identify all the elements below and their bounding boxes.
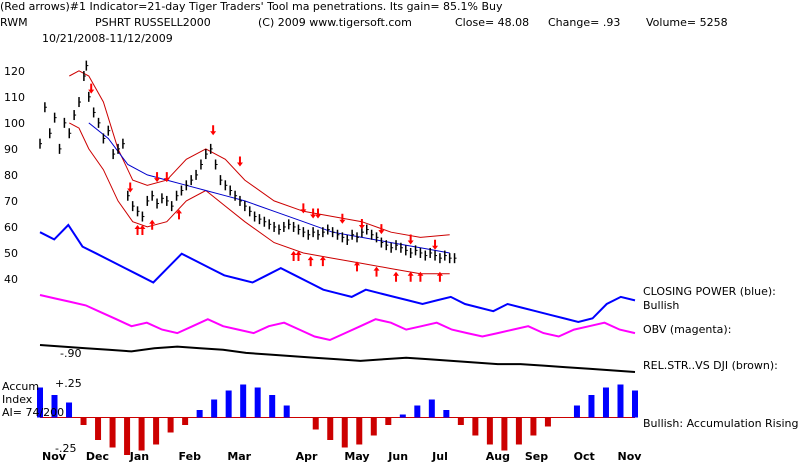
x-tick-label: May	[344, 450, 369, 463]
y-tick-label: 100	[4, 117, 25, 130]
x-tick-label: Nov	[42, 450, 67, 463]
relstr-label: REL.STR..VS DJI (brown):	[643, 359, 778, 372]
down-arrow-icon	[339, 213, 346, 224]
accum-bottom-label: -.25	[55, 442, 77, 455]
accum-top-label: +.25	[55, 377, 82, 390]
accum-title-2: Index	[2, 393, 33, 406]
lower-band-line	[69, 122, 450, 275]
x-tick-label: Aug	[486, 450, 510, 463]
close-value: Close= 48.08	[455, 16, 530, 29]
obv-line	[39, 294, 636, 342]
up-arrow-icon	[134, 224, 141, 235]
accum-status: Bullish: Accumulation Rising	[643, 417, 799, 430]
fund-name: PSHRT RUSSELL2000	[95, 16, 211, 29]
down-arrow-icon	[127, 182, 134, 193]
up-arrow-icon	[436, 271, 443, 282]
down-arrow-icon	[378, 224, 385, 235]
up-arrow-icon	[417, 271, 424, 282]
accum-ai: AI= 74/200	[2, 406, 65, 419]
up-arrow-icon	[175, 209, 182, 220]
x-tick-label: Oct	[574, 450, 595, 463]
x-tick-label: Jul	[431, 450, 448, 463]
x-tick-label: Dec	[86, 450, 109, 463]
y-tick-label: 70	[4, 195, 18, 208]
down-arrow-icon	[407, 234, 414, 245]
volume-value: Volume= 5258	[646, 16, 728, 29]
down-arrow-icon	[88, 83, 95, 94]
up-arrow-icon	[149, 219, 156, 230]
y-tick-label: 120	[4, 65, 25, 78]
up-arrow-icon	[139, 224, 146, 235]
date-range: 10/21/2008-11/12/2009	[42, 32, 173, 45]
up-arrow-icon	[407, 271, 414, 282]
accum-title-1: Accum	[2, 380, 40, 393]
x-tick-label: Jun	[387, 450, 408, 463]
symbol: RWM	[0, 16, 28, 29]
down-arrow-icon	[310, 208, 317, 219]
relstr-line	[39, 344, 636, 373]
copyright: (C) 2009 www.tigersoft.com	[258, 16, 412, 29]
down-arrow-icon	[358, 218, 365, 229]
x-tick-label: Mar	[227, 450, 251, 463]
down-arrow-icon	[163, 172, 170, 183]
up-arrow-icon	[290, 250, 297, 261]
up-arrow-icon	[307, 256, 314, 267]
x-tick-label: Apr	[296, 450, 318, 463]
closing-power-line	[39, 223, 636, 324]
y-tick-label: 60	[4, 221, 18, 234]
y-tick-label: 90	[4, 143, 18, 156]
down-arrow-icon	[314, 208, 321, 219]
down-arrow-icon	[210, 125, 217, 136]
x-tick-label: Nov	[617, 450, 642, 463]
up-arrow-icon	[319, 256, 326, 267]
y-tick-label: 80	[4, 169, 18, 182]
x-tick-label: Sep	[525, 450, 548, 463]
closing-power-status: Bullish	[643, 299, 680, 312]
up-arrow-icon	[354, 261, 361, 272]
down-arrow-icon	[236, 156, 243, 167]
down-arrow-icon	[154, 172, 161, 183]
down-arrow-icon	[300, 203, 307, 214]
header-line1: (Red arrows)#1 Indicator=21-day Tiger Tr…	[0, 0, 503, 13]
y-tick-label: 110	[4, 91, 25, 104]
x-tick-label: Jan	[129, 450, 149, 463]
change-value: Change= .93	[548, 16, 621, 29]
up-arrow-icon	[295, 250, 302, 261]
x-tick-label: Feb	[179, 450, 202, 463]
up-arrow-icon	[373, 266, 380, 277]
relstr-value: -.90	[60, 347, 82, 360]
down-arrow-icon	[432, 239, 439, 250]
up-arrow-icon	[393, 271, 400, 282]
y-tick-label: 40	[4, 273, 18, 286]
closing-power-label: CLOSING POWER (blue):	[643, 285, 776, 298]
obv-label: OBV (magenta):	[643, 323, 732, 336]
y-tick-label: 50	[4, 247, 18, 260]
